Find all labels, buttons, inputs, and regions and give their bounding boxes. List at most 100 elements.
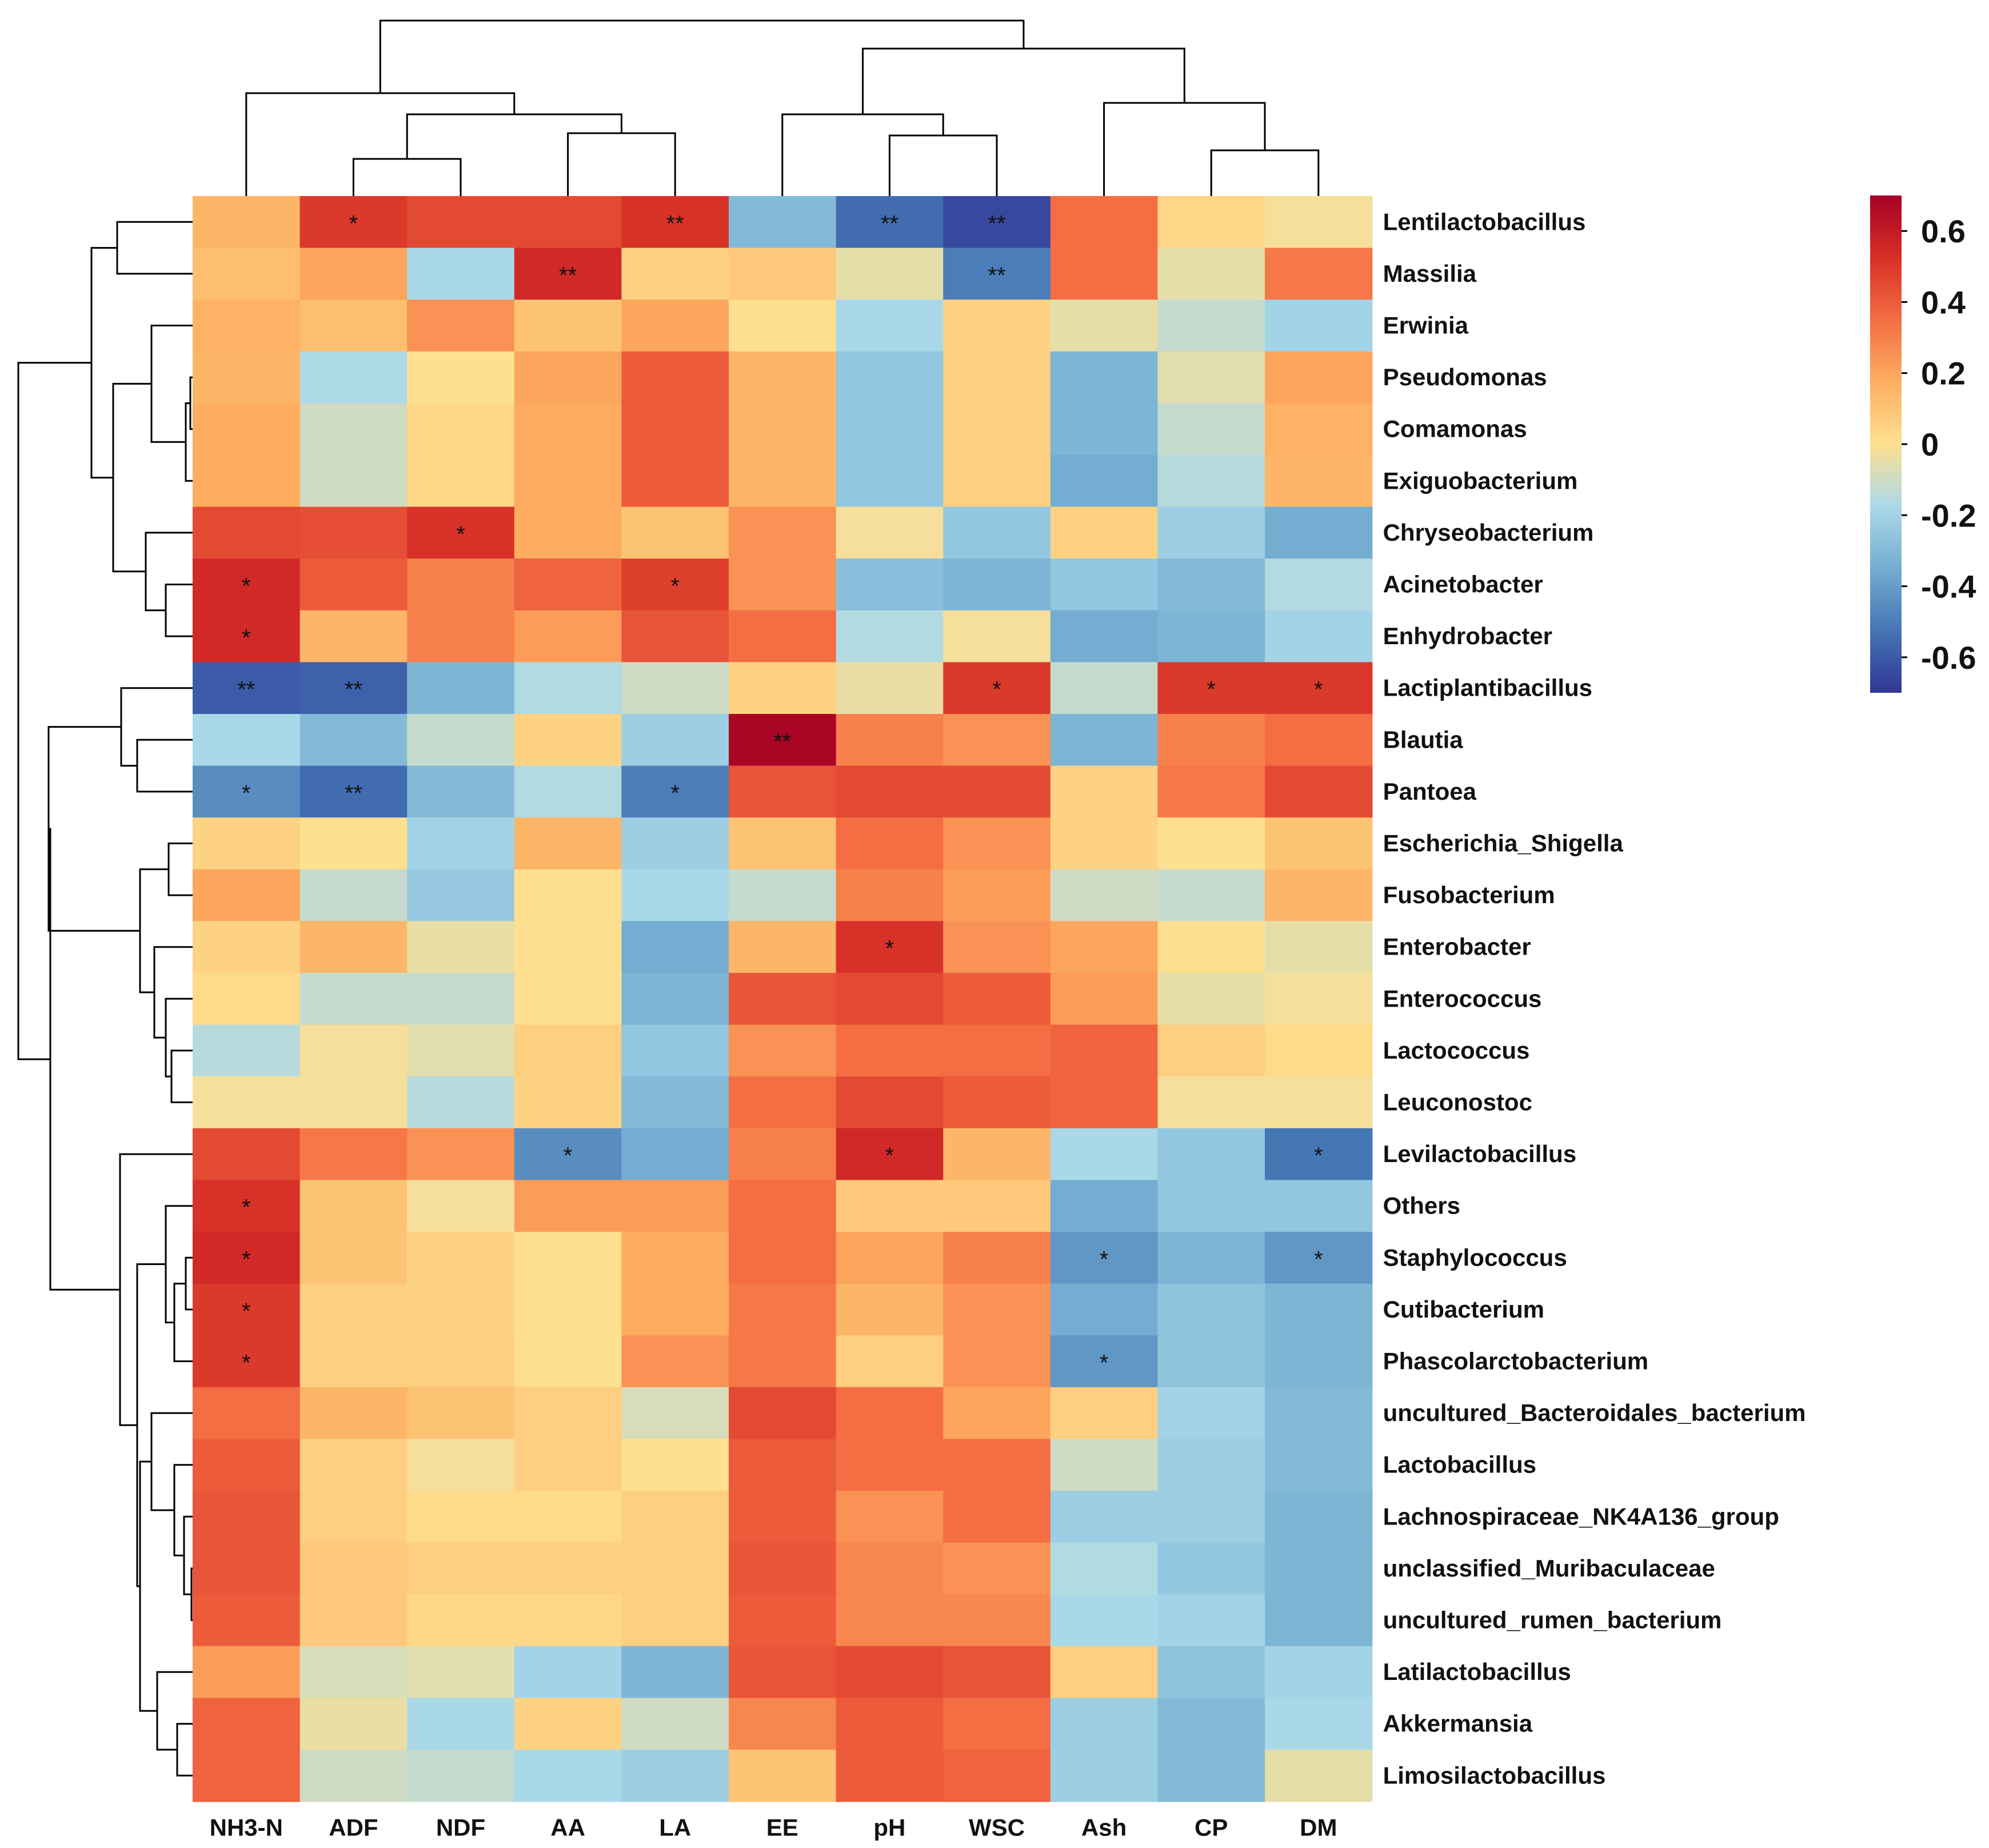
heatmap-cell-lachnospiraceae-nk4a136-group-ndf [407, 1491, 515, 1543]
significance-mark: ** [666, 211, 684, 236]
significance-mark: * [242, 1299, 251, 1324]
heatmap-cell-blautia-ndf [407, 714, 515, 767]
heatmap-cell-comamonas-wsc [943, 403, 1051, 456]
heatmap-cell-limosilactobacillus-ash [1050, 1750, 1159, 1802]
heatmap-cell-limosilactobacillus-ndf [407, 1750, 515, 1802]
significance-mark: ** [237, 677, 255, 703]
heatmap-cell-lentilactobacillus-nh3-n [193, 196, 301, 249]
row-label-escherichia-shigella: Escherichia_Shigella [1383, 830, 1624, 857]
heatmap-cell-escherichia-shigella-ph [836, 817, 944, 870]
heatmap-cell-enterococcus-ash [1050, 973, 1159, 1025]
heatmap-cell-chryseobacterium-la [621, 506, 729, 559]
heatmap-cell-exiguobacterium-aa [514, 455, 622, 508]
heatmap-cell-pseudomonas-ash [1050, 351, 1159, 404]
heatmap-cell-uncultured-rumen-bacterium-cp [1157, 1594, 1265, 1647]
heatmap-cell-uncultured-bacteroidales-bacterium-nh3-n [193, 1387, 301, 1440]
heatmap-cell-pantoea-cp [1157, 765, 1265, 818]
colorbar-tick-label: -0.2 [1921, 497, 1976, 533]
row-label-phascolarctobacterium: Phascolarctobacterium [1383, 1348, 1649, 1375]
heatmap-cell-uncultured-bacteroidales-bacterium-la [621, 1387, 729, 1440]
heatmap-cell-lentilactobacillus-aa [514, 196, 622, 249]
heatmap-cell-limosilactobacillus-ee [729, 1750, 837, 1802]
heatmap-cell-lactococcus-cp [1157, 1024, 1265, 1077]
heatmap-cell-erwinia-ph [836, 300, 944, 352]
row-dendrogram-branch [150, 1412, 193, 1511]
heatmap-cell-uncultured-rumen-bacterium-ash [1050, 1594, 1159, 1647]
colorbar-tick-label: -0.4 [1921, 569, 1976, 605]
heatmap-cell-exiguobacterium-ash [1050, 455, 1159, 508]
row-label-limosilactobacillus: Limosilactobacillus [1383, 1762, 1606, 1789]
heatmap-cell-unclassified-muribaculaceae-aa [514, 1542, 622, 1595]
heatmap-cell-enterobacter-wsc [943, 921, 1051, 973]
row-dendrogram-branch [17, 362, 91, 1060]
heatmap-cell-phascolarctobacterium-ee [729, 1335, 837, 1388]
row-dendrogram-branch [139, 1460, 157, 1712]
heatmap-cell-levilactobacillus-dm [1265, 1128, 1373, 1181]
heatmap-cell-limosilactobacillus-aa [514, 1750, 622, 1802]
heatmap-cell-exiguobacterium-adf [299, 455, 408, 508]
heatmap-cell-enhydrobacter-adf [299, 610, 408, 663]
heatmap-cell-lactococcus-wsc [943, 1024, 1051, 1077]
heatmap-cell-lentilactobacillus-la [621, 196, 729, 249]
heatmap-cell-unclassified-muribaculaceae-nh3-n [193, 1542, 301, 1595]
heatmap-cell-lactiplantibacillus-dm [1265, 662, 1373, 715]
heatmap-cell-akkermansia-ph [836, 1698, 944, 1750]
heatmap-cell-enterococcus-cp [1157, 973, 1265, 1025]
heatmap-cell-exiguobacterium-nh3-n [193, 455, 301, 508]
row-label-others: Others [1383, 1192, 1460, 1219]
heatmap-cell-cutibacterium-dm [1265, 1283, 1373, 1336]
heatmap-cell-lactococcus-ph [836, 1024, 944, 1077]
heatmap-cell-enhydrobacter-ee [729, 610, 837, 663]
heatmap-cell-unclassified-muribaculaceae-dm [1265, 1542, 1373, 1595]
row-label-lactiplantibacillus: Lactiplantibacillus [1383, 674, 1592, 701]
heatmap-cell-escherichia-shigella-nh3-n [193, 817, 301, 870]
heatmap-cell-blautia-la [621, 714, 729, 767]
heatmap-cell-others-la [621, 1180, 729, 1232]
row-label-exiguobacterium: Exiguobacterium [1383, 467, 1578, 494]
row-label-cutibacterium: Cutibacterium [1383, 1296, 1544, 1323]
heatmap-cell-unclassified-muribaculaceae-ph [836, 1542, 944, 1595]
heatmap-cell-uncultured-rumen-bacterium-nh3-n [193, 1594, 301, 1647]
heatmap-cell-levilactobacillus-la [621, 1128, 729, 1181]
heatmap-cell-enhydrobacter-nh3-n [193, 610, 301, 663]
heatmap-cell-unclassified-muribaculaceae-ndf [407, 1542, 515, 1595]
heatmap-cell-blautia-ee [729, 714, 837, 767]
row-label-massilia: Massilia [1383, 260, 1477, 287]
heatmap-cell-leuconostoc-aa [514, 1076, 622, 1129]
significance-marks: * ** ** **** **** **** ** * * **** ** *** * *** * *** * [237, 211, 1323, 1375]
row-dendrogram-branch [167, 843, 193, 896]
heatmap-cell-erwinia-aa [514, 300, 622, 352]
column-label-nh3-n: NH3-N [210, 1814, 283, 1841]
heatmap-cell-akkermansia-la [621, 1698, 729, 1750]
heatmap-cell-acinetobacter-ph [836, 558, 944, 611]
heatmap-cell-pseudomonas-dm [1265, 351, 1373, 404]
heatmap-cell-exiguobacterium-dm [1265, 455, 1373, 508]
heatmap-cell-lactiplantibacillus-wsc [943, 662, 1051, 715]
heatmap-cell-phascolarctobacterium-cp [1157, 1335, 1265, 1388]
heatmap-cell-acinetobacter-nh3-n [193, 558, 301, 611]
significance-mark: * [885, 1143, 894, 1168]
row-dendrogram-branch [136, 739, 193, 793]
row-dendrogram-branch [47, 726, 140, 932]
heatmap-cell-exiguobacterium-ndf [407, 455, 515, 508]
heatmap-cell-lactococcus-dm [1265, 1024, 1373, 1077]
heatmap-cell-fusobacterium-ph [836, 869, 944, 922]
significance-mark: ** [988, 211, 1005, 236]
heatmap-cell-massilia-dm [1265, 248, 1373, 300]
heatmap-cell-massilia-ee [729, 248, 837, 300]
column-dendrogram-branch [406, 113, 622, 159]
column-dendrogram-branch [379, 19, 1025, 93]
row-label-comamonas: Comamonas [1383, 416, 1527, 442]
heatmap-cell-others-ndf [407, 1180, 515, 1232]
heatmap-cell-fusobacterium-nh3-n [193, 869, 301, 922]
heatmap-cell-uncultured-bacteroidales-bacterium-adf [299, 1387, 408, 1440]
heatmap-cell-lachnospiraceae-nk4a136-group-adf [299, 1491, 408, 1543]
heatmap-cell-comamonas-nh3-n [193, 403, 301, 456]
significance-mark: * [992, 677, 1001, 703]
heatmap-cell-lachnospiraceae-nk4a136-group-ee [729, 1491, 837, 1543]
heatmap-cell-lactococcus-aa [514, 1024, 622, 1077]
heatmap-cell-latilactobacillus-ndf [407, 1646, 515, 1699]
row-label-unclassified-muribaculaceae: unclassified_Muribaculaceae [1383, 1555, 1715, 1582]
colorbar-gradient [1870, 195, 1902, 693]
heatmap-cell-lachnospiraceae-nk4a136-group-wsc [943, 1491, 1051, 1543]
